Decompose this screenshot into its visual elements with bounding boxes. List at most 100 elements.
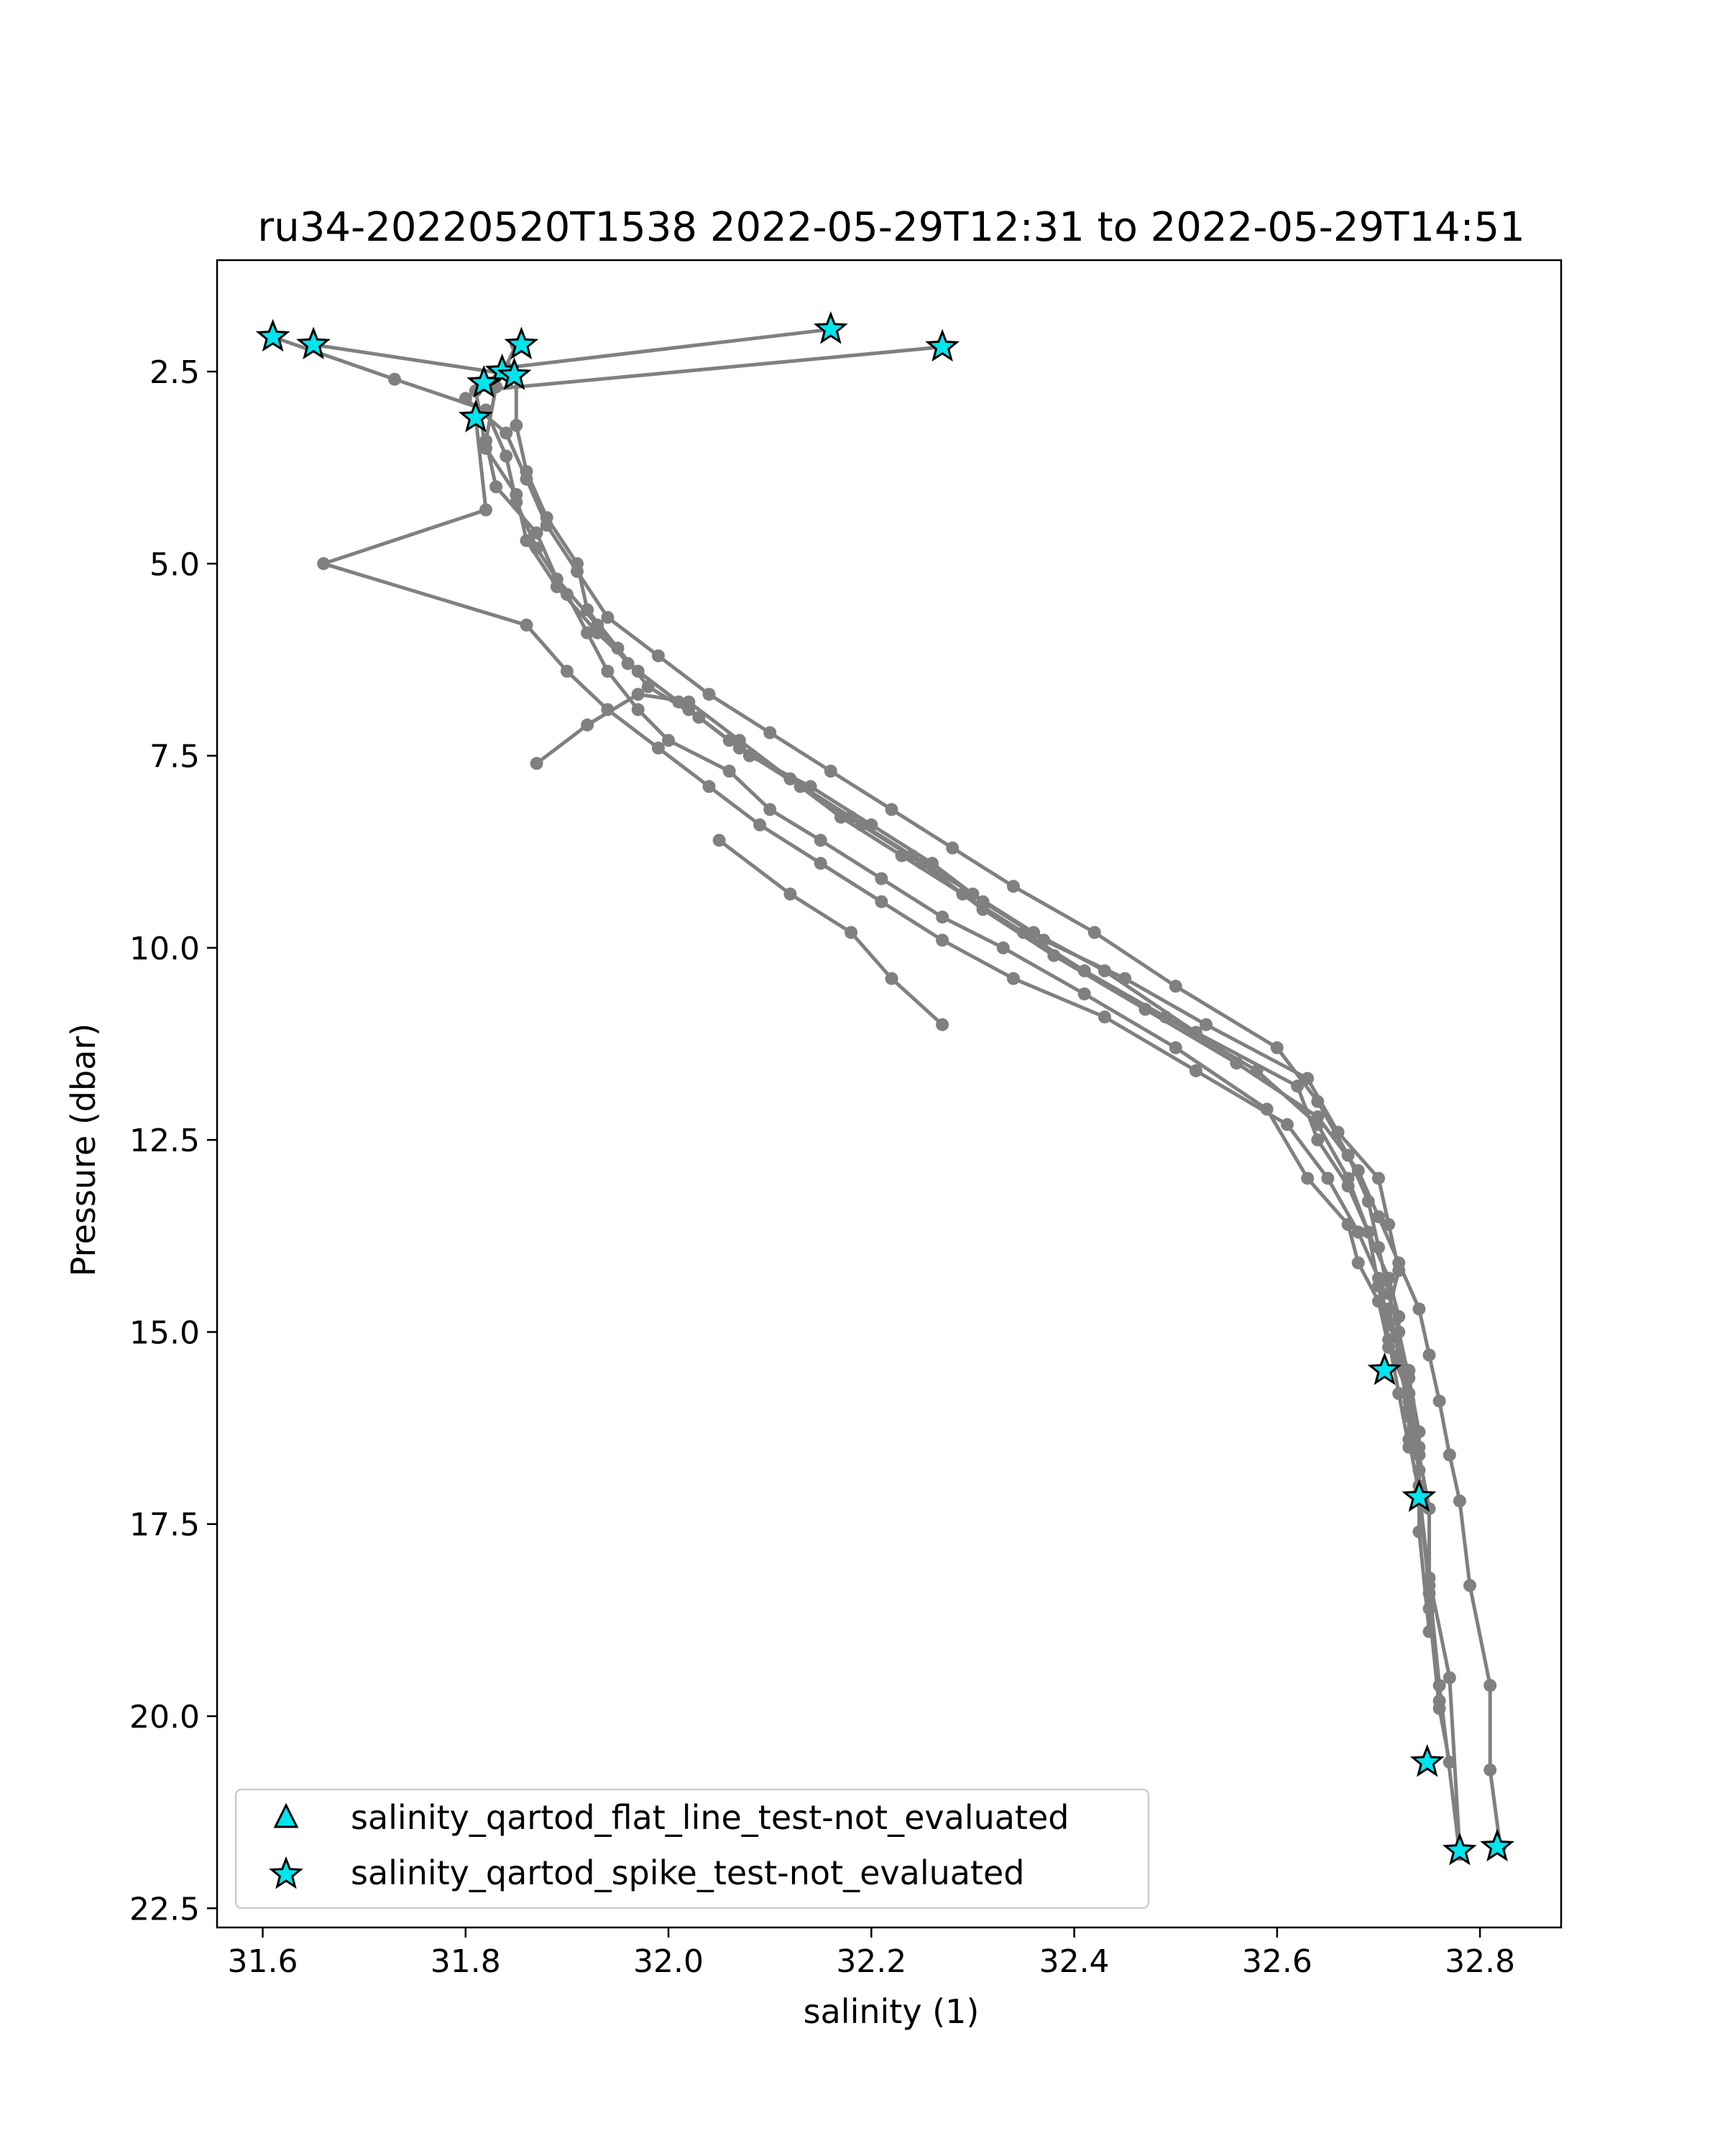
profile-point <box>1392 1325 1406 1339</box>
spike-test-star-marker <box>1409 1743 1445 1777</box>
profile-point <box>1432 1394 1446 1408</box>
profile-point <box>1351 1225 1365 1239</box>
spike-test-star-marker <box>504 326 539 359</box>
profile-point <box>1412 1463 1426 1477</box>
profile-point <box>581 626 594 640</box>
x-tick-label: 32.2 <box>836 1943 906 1980</box>
y-tick-label: 2.5 <box>150 354 200 391</box>
profile-point <box>1311 1133 1325 1147</box>
profile-point <box>540 518 553 532</box>
spike-test-star-marker <box>296 326 331 359</box>
profile-point <box>1291 1079 1305 1093</box>
profile-point <box>591 626 604 640</box>
profile-point <box>1412 1525 1426 1539</box>
profile-point <box>1321 1171 1335 1185</box>
profile-point <box>520 534 533 548</box>
profile-point <box>814 834 827 847</box>
legend-star-shape <box>269 1856 303 1889</box>
profile-point <box>1432 1694 1446 1708</box>
profile-point <box>651 649 665 663</box>
y-tick-label: 17.5 <box>129 1507 200 1544</box>
profile-point <box>732 734 746 747</box>
spike-test-star-marker <box>813 311 848 344</box>
profile-point <box>1372 1171 1385 1185</box>
profile-point <box>1006 972 1020 985</box>
profile-point <box>1392 1387 1406 1400</box>
profile-point <box>1270 1041 1284 1054</box>
spike-test-star-marker <box>255 318 290 352</box>
profile-point <box>753 818 767 831</box>
profile-point <box>601 665 615 678</box>
axes: 31.6 31.8 32.0 32.2 32.4 32.6 32.8 2.5 5.0 7.5 10.… <box>129 259 1563 1980</box>
x-tick-label: 31.6 <box>228 1943 298 1980</box>
profile-point <box>702 780 716 793</box>
legend-label-spike-test: salinity_qartod_spike_test-not_evaluated <box>351 1853 1024 1892</box>
profile-point <box>601 611 615 625</box>
legend-triangle-marker <box>273 1802 299 1828</box>
profile-point <box>500 426 513 440</box>
spike-test-star-marker <box>497 357 532 390</box>
profile-point <box>1422 1625 1436 1639</box>
profile-point <box>1311 1095 1325 1108</box>
profile-point <box>631 688 645 701</box>
profile-point <box>763 726 777 740</box>
profile-point <box>702 688 716 701</box>
profile-point <box>581 718 594 732</box>
profile-point <box>489 480 503 494</box>
profile-point <box>631 665 645 678</box>
profile-point <box>834 811 847 824</box>
profile-point <box>1382 1217 1396 1231</box>
x-tick-label: 32.4 <box>1039 1943 1110 1980</box>
profile-point <box>1453 1494 1466 1508</box>
profile-point <box>510 418 523 432</box>
profile-point <box>560 665 574 678</box>
profile-point <box>1422 1348 1436 1362</box>
profile-point <box>996 941 1010 954</box>
profile-point <box>885 803 898 816</box>
spike-test-star-marker <box>1442 1832 1477 1866</box>
profile-point <box>520 618 533 632</box>
profile-point <box>1087 926 1101 939</box>
profile-point <box>1200 1018 1213 1031</box>
legend-star-marker <box>269 1856 303 1889</box>
profile-point <box>581 603 594 617</box>
profile-point <box>936 934 949 947</box>
profile-point <box>1017 926 1030 939</box>
profile-point <box>1159 1010 1172 1024</box>
y-tick-label: 10.0 <box>129 931 200 967</box>
profile-point <box>1372 1240 1385 1254</box>
profile-point <box>1372 1210 1385 1224</box>
y-tick-label: 5.0 <box>150 546 200 583</box>
profile-point <box>560 588 574 602</box>
profile-point <box>875 895 888 908</box>
profile-point <box>845 926 858 939</box>
profile-point <box>946 841 960 854</box>
profile-point <box>956 888 970 900</box>
profile-point <box>1412 1425 1426 1439</box>
profile-point <box>1077 987 1091 1000</box>
profile-point <box>1402 1440 1416 1454</box>
profile-point <box>824 765 837 778</box>
x-tick-label: 31.8 <box>431 1943 501 1980</box>
spike-test-star-marker <box>925 328 960 362</box>
profile-point <box>479 503 492 517</box>
profile-point <box>1443 1671 1456 1685</box>
profile-point <box>936 911 949 924</box>
legend-frame <box>234 1788 1150 1909</box>
profile-point <box>1402 1363 1416 1377</box>
profile-point <box>388 372 401 386</box>
profile-point <box>1280 1118 1294 1131</box>
y-tick-label: 20.0 <box>129 1699 200 1736</box>
profile-point <box>783 772 797 786</box>
profile-point <box>1382 1333 1396 1347</box>
x-tick-label: 32.8 <box>1445 1943 1515 1980</box>
spike-test-star-marker <box>1367 1352 1402 1386</box>
plot-area <box>255 311 1515 1866</box>
legend-label-flat-line-test: salinity_qartod_flat_line_test-not_evalu… <box>351 1798 1069 1837</box>
profile-point <box>1098 1010 1111 1024</box>
y-tick-label: 12.5 <box>129 1123 200 1159</box>
spike-test-star-marker <box>1402 1479 1437 1512</box>
profile-point <box>712 834 726 847</box>
profile-point <box>1077 964 1091 977</box>
profile-point <box>1402 1410 1416 1423</box>
